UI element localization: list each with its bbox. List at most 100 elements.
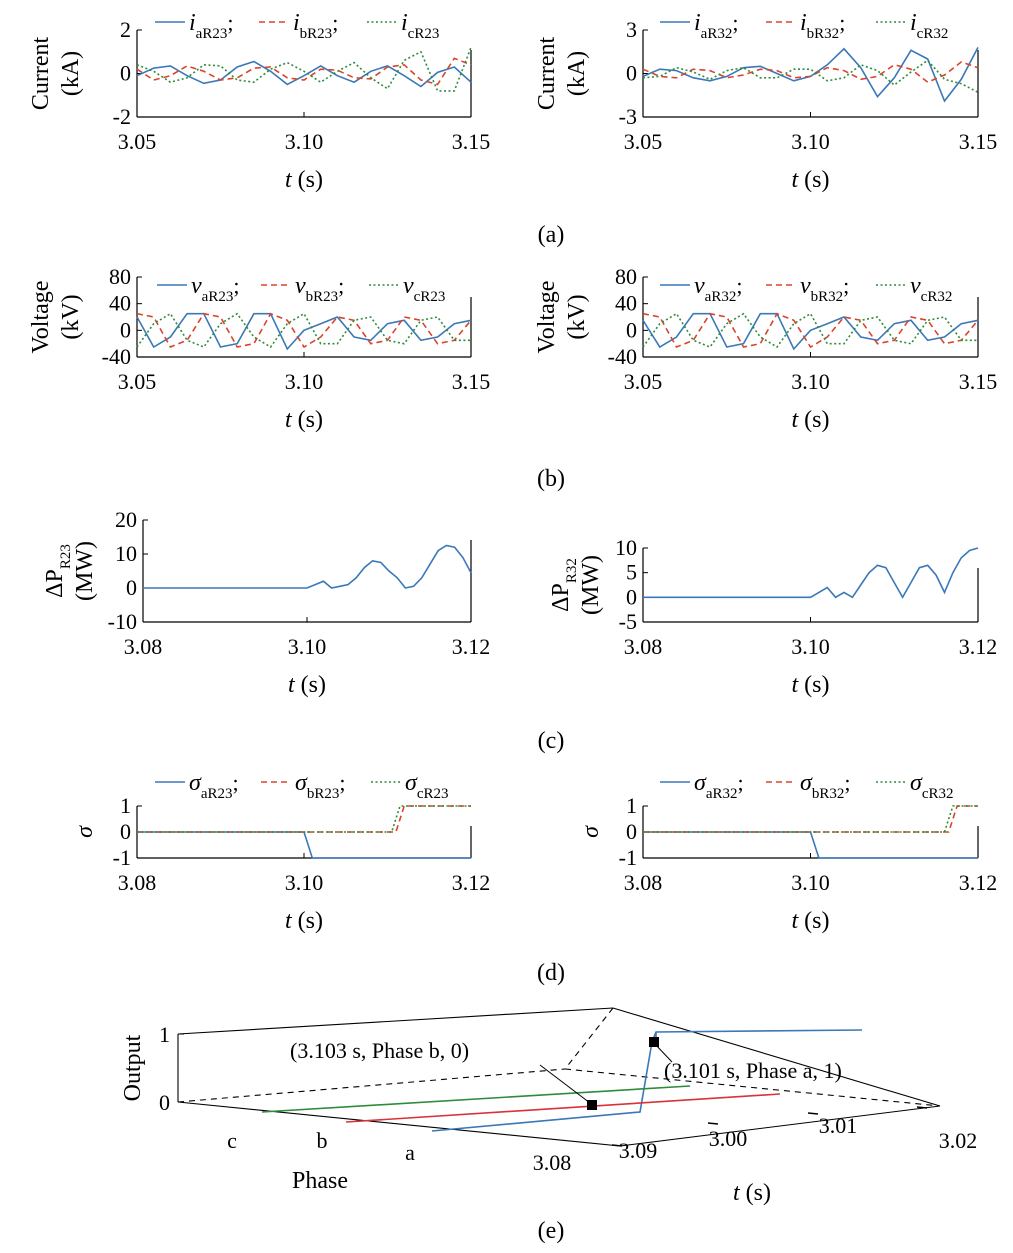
y-axis-label-1: (kV) xyxy=(564,294,590,339)
annotation-leader-2 xyxy=(653,1042,673,1063)
x-tick-label: 3.02 xyxy=(939,1128,978,1153)
legend-sub: cR23 xyxy=(414,289,446,305)
frame-back-right xyxy=(564,1068,941,1107)
y-tick-label: 1 xyxy=(626,793,637,818)
series-line-cR23 xyxy=(136,312,471,349)
series-line-bR23 xyxy=(137,805,471,833)
series-line-bR32 xyxy=(643,805,978,833)
y-tick-label: 20 xyxy=(115,507,137,532)
legend-var: σ xyxy=(910,770,923,796)
legend-var: i xyxy=(401,10,408,36)
x-tick-label: 3.10 xyxy=(791,129,830,154)
y-tick-label: -2 xyxy=(113,104,131,129)
legend-sub: aR32 xyxy=(701,26,733,42)
y-tick-label: 5 xyxy=(626,560,637,585)
y-axis-label-1: (MW) xyxy=(578,555,604,615)
y-tick-label: 10 xyxy=(115,541,137,566)
legend-label-cR23: icR23 xyxy=(401,10,439,42)
caption-d: (d) xyxy=(537,960,565,986)
x-tick xyxy=(807,1112,819,1115)
y-tick-label: 40 xyxy=(109,291,131,316)
legend-var: σ xyxy=(800,770,813,796)
x-axis-label-var: t xyxy=(285,908,293,934)
legend-label-aR32: σaR32; xyxy=(694,770,744,802)
y-axis-label: σ xyxy=(578,825,604,838)
y-tick-label: 0 xyxy=(626,584,637,609)
x-tick-label: 3.15 xyxy=(959,369,998,394)
x-tick-label: 3.12 xyxy=(452,870,491,895)
x-axis-label-var: t xyxy=(792,167,800,193)
legend-var: i xyxy=(189,10,196,36)
legend-label-cR32: icR32 xyxy=(910,10,948,42)
y-axis-label-1: (MW) xyxy=(72,541,98,601)
y-tick-label: 0 xyxy=(120,317,131,342)
series-line-R32 xyxy=(643,547,979,599)
legend-sep: ; xyxy=(843,273,849,298)
x-tick xyxy=(611,1144,623,1147)
legend-var: v xyxy=(910,273,921,299)
legend-var: v xyxy=(800,273,811,299)
chart-panel-5: 3.08 3.10 3.12 -10 0 10 20 t (s) ΔPR23(MW) xyxy=(42,507,490,698)
y-tick-label: -1 xyxy=(113,845,131,870)
legend-label-cR32: σcR32 xyxy=(910,770,954,802)
caption-b: (b) xyxy=(537,466,565,492)
legend-label-aR23: σaR23; xyxy=(189,770,239,802)
x-axis-label-unit: (s) xyxy=(292,908,323,934)
y-axis-label-sub-0: R23 xyxy=(58,544,74,569)
series-line-cR32 xyxy=(642,312,978,349)
y-tick-label: -5 xyxy=(619,609,637,634)
series-line-aR32 xyxy=(642,312,979,351)
caption-a: (a) xyxy=(538,222,565,248)
frame-back-bottom xyxy=(177,1068,566,1103)
annotation-leader-1 xyxy=(539,1064,591,1104)
x-tick-label: 3.05 xyxy=(624,369,663,394)
x-tick xyxy=(916,1106,928,1109)
legend-var: v xyxy=(694,273,705,299)
frame-front-bottom xyxy=(177,1101,621,1147)
x-tick-label: 3.05 xyxy=(118,369,157,394)
legend-sub: aR32 xyxy=(705,289,737,305)
y-tick-label: -1 xyxy=(619,845,637,870)
frame-right-bottom xyxy=(619,1105,941,1147)
x-axis-label-unit: (s) xyxy=(292,167,323,193)
legend-sub: aR23 xyxy=(196,26,228,42)
annotation-label-2: (3.101 s, Phase a, 1) xyxy=(664,1058,842,1083)
x-axis-label: t (s) xyxy=(285,167,323,193)
x-axis-label-var: t xyxy=(792,908,800,934)
x-axis-label-var: t xyxy=(285,167,293,193)
panel-captions: (a) (b) (c) (d) (e) xyxy=(537,222,565,1244)
caption-e: (e) xyxy=(538,1218,565,1244)
legend-sep: ; xyxy=(738,770,744,795)
legend-var: σ xyxy=(295,770,308,796)
legend-sub: bR23 xyxy=(307,786,340,802)
legend-var: σ xyxy=(189,770,202,796)
legend-sep: ; xyxy=(332,10,338,35)
legend-label-aR23: vaR23; xyxy=(191,273,239,305)
y-axis-label-sub-0: R32 xyxy=(564,558,580,583)
legend-var: i xyxy=(694,10,701,36)
x-tick-label: 3.10 xyxy=(285,369,324,394)
y-tick-label: 0 xyxy=(126,575,137,600)
legend-label-aR32: vaR32; xyxy=(694,273,742,305)
legend-sub: cR32 xyxy=(917,26,949,42)
annotation-marker-1 xyxy=(587,1100,597,1110)
frame-top-right xyxy=(612,1007,941,1107)
y-tick-label: 40 xyxy=(615,291,637,316)
x-tick-label: 3.10 xyxy=(288,634,327,659)
y-axis-label-0: ΔPR23 xyxy=(42,544,74,598)
y-tick-label: -40 xyxy=(102,344,131,369)
y-tick-label: 3 xyxy=(626,17,637,42)
x-axis-label-var: t xyxy=(792,407,800,433)
legend-var: v xyxy=(403,273,414,299)
legend-label-bR32: vbR32; xyxy=(800,273,849,305)
legend-sub: aR32 xyxy=(706,786,738,802)
legend-sep: ; xyxy=(233,273,239,298)
legend-sep: ; xyxy=(339,770,345,795)
z-tick-label: 1 xyxy=(159,1022,170,1047)
series-line-bR32 xyxy=(642,61,979,84)
phase-tick-label-c: c xyxy=(227,1128,237,1153)
x-axis-label: t (s) xyxy=(792,672,830,698)
legend-label-bR23: vbR23; xyxy=(295,273,344,305)
